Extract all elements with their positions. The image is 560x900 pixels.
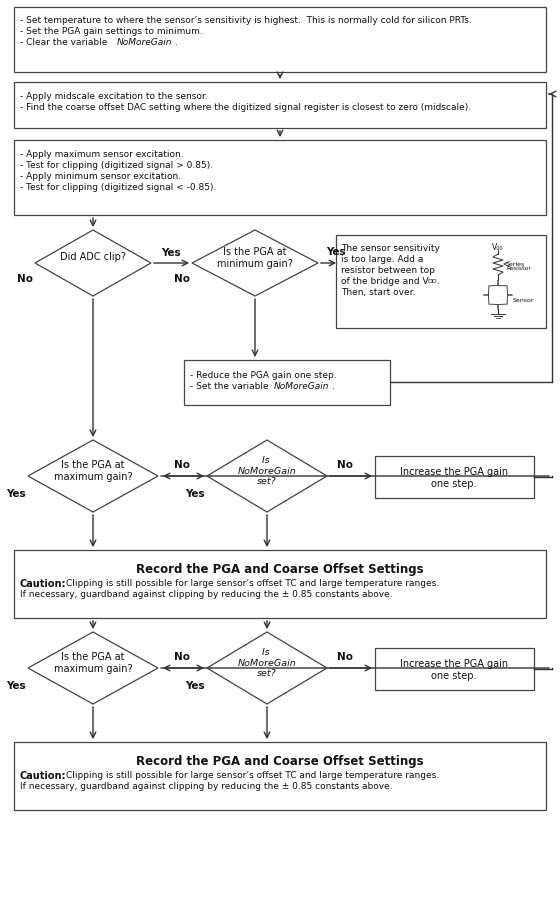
Bar xyxy=(14,550,546,618)
Text: If necessary, guardband against clipping by reducing the ± 0.85 constants above.: If necessary, guardband against clipping… xyxy=(20,782,393,791)
Text: one step.: one step. xyxy=(431,671,477,681)
Text: - Set the PGA gain settings to minimum.: - Set the PGA gain settings to minimum. xyxy=(20,27,203,36)
Text: Did ADC clip?: Did ADC clip? xyxy=(60,252,126,262)
Text: Is the PGA at
maximum gain?: Is the PGA at maximum gain? xyxy=(54,652,132,674)
Text: of the bridge and V: of the bridge and V xyxy=(341,277,428,286)
Text: DD: DD xyxy=(427,279,437,284)
Text: No: No xyxy=(174,460,190,470)
Text: - Find the coarse offset DAC setting where the digitized signal register is clos: - Find the coarse offset DAC setting whe… xyxy=(20,103,471,112)
Text: Yes: Yes xyxy=(161,248,181,258)
Text: - Apply minimum sensor excitation.: - Apply minimum sensor excitation. xyxy=(20,172,181,181)
Bar xyxy=(14,7,546,72)
Polygon shape xyxy=(35,230,151,296)
Text: Is 
NoMoreGain
set?: Is NoMoreGain set? xyxy=(237,456,296,486)
Text: .: . xyxy=(332,382,335,391)
Bar xyxy=(375,456,534,498)
Polygon shape xyxy=(207,440,327,512)
Polygon shape xyxy=(192,230,318,296)
Text: NoMoreGain: NoMoreGain xyxy=(117,38,172,47)
Text: The sensor sensitivity: The sensor sensitivity xyxy=(341,244,440,253)
Bar xyxy=(184,360,390,405)
Text: Yes: Yes xyxy=(185,489,205,499)
Text: Clipping is still possible for large sensor’s offset TC and large temperature ra: Clipping is still possible for large sen… xyxy=(66,579,439,588)
Text: Sensor: Sensor xyxy=(513,298,534,302)
Polygon shape xyxy=(207,632,327,704)
Polygon shape xyxy=(28,440,158,512)
Text: Caution:: Caution: xyxy=(20,771,67,781)
Text: Record the PGA and Coarse Offset Settings: Record the PGA and Coarse Offset Setting… xyxy=(136,563,424,576)
Text: No: No xyxy=(337,460,353,470)
Text: Increase the PGA gain: Increase the PGA gain xyxy=(400,659,508,669)
Text: Series: Series xyxy=(506,262,525,266)
Text: .: . xyxy=(437,277,440,286)
Bar xyxy=(14,140,546,215)
Text: - Test for clipping (digitized signal > 0.85).: - Test for clipping (digitized signal > … xyxy=(20,161,213,170)
Text: Is the PGA at
maximum gain?: Is the PGA at maximum gain? xyxy=(54,460,132,482)
Text: Caution:: Caution: xyxy=(20,579,67,589)
Bar xyxy=(14,742,546,810)
Text: - Apply maximum sensor excitation.: - Apply maximum sensor excitation. xyxy=(20,150,184,159)
Text: - Set temperature to where the sensor’s sensitivity is highest.  This is normall: - Set temperature to where the sensor’s … xyxy=(20,16,472,25)
Text: Resistor: Resistor xyxy=(506,266,531,272)
Text: Increase the PGA gain: Increase the PGA gain xyxy=(400,467,508,477)
Bar xyxy=(375,648,534,690)
Text: Yes: Yes xyxy=(6,489,26,499)
Text: Yes: Yes xyxy=(6,681,26,691)
Text: resistor between top: resistor between top xyxy=(341,266,435,275)
Text: is too large. Add a: is too large. Add a xyxy=(341,255,423,264)
Text: Then, start over.: Then, start over. xyxy=(341,288,416,297)
Text: Clipping is still possible for large sensor’s offset TC and large temperature ra: Clipping is still possible for large sen… xyxy=(66,771,439,780)
Text: Record the PGA and Coarse Offset Settings: Record the PGA and Coarse Offset Setting… xyxy=(136,755,424,768)
Text: - Reduce the PGA gain one step.: - Reduce the PGA gain one step. xyxy=(190,371,337,380)
Text: No: No xyxy=(174,274,190,284)
Text: No: No xyxy=(337,652,353,662)
Text: one step.: one step. xyxy=(431,479,477,489)
Text: NoMoreGain: NoMoreGain xyxy=(274,382,329,391)
Text: - Set the variable: - Set the variable xyxy=(190,382,272,391)
Polygon shape xyxy=(28,632,158,704)
Text: No: No xyxy=(174,652,190,662)
Text: If necessary, guardband against clipping by reducing the ± 0.85 constants above.: If necessary, guardband against clipping… xyxy=(20,590,393,599)
Text: No: No xyxy=(17,274,33,284)
Text: - Clear the variable: - Clear the variable xyxy=(20,38,110,47)
Text: - Test for clipping (digitized signal < -0.85).: - Test for clipping (digitized signal < … xyxy=(20,183,216,192)
Text: Yes: Yes xyxy=(185,681,205,691)
Text: Is 
NoMoreGain
set?: Is NoMoreGain set? xyxy=(237,648,296,678)
Text: - Apply midscale excitation to the sensor.: - Apply midscale excitation to the senso… xyxy=(20,92,208,101)
Text: V₀₀: V₀₀ xyxy=(492,243,504,252)
Text: .: . xyxy=(175,38,178,47)
Text: Is the PGA at
minimum gain?: Is the PGA at minimum gain? xyxy=(217,248,293,269)
Bar xyxy=(14,82,546,128)
Text: Yes: Yes xyxy=(326,247,346,257)
Bar xyxy=(336,235,546,328)
